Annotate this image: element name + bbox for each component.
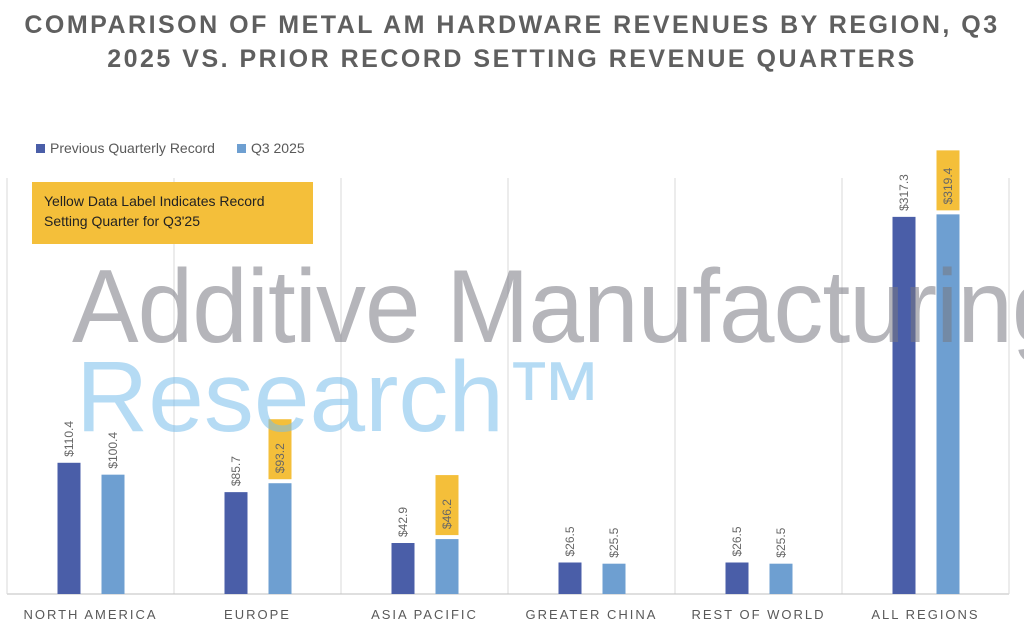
x-tick-label: NORTH AMERICA <box>23 607 157 622</box>
record-label-highlight <box>268 419 292 480</box>
bar <box>268 483 292 594</box>
data-label: $25.5 <box>607 527 621 557</box>
x-tick-label: ALL REGIONS <box>871 607 979 622</box>
bar <box>558 562 582 594</box>
record-label-highlight <box>936 150 960 211</box>
bar <box>101 474 125 594</box>
bar <box>602 563 626 594</box>
data-label: $100.4 <box>106 432 120 469</box>
bar <box>57 462 81 594</box>
legend: Previous Quarterly Record Q3 2025 <box>36 140 305 156</box>
annotation-box: Yellow Data Label Indicates Record Setti… <box>32 182 313 244</box>
data-label: $46.2 <box>440 499 454 529</box>
data-label: $317.3 <box>897 174 911 211</box>
bar <box>224 492 248 594</box>
data-label: $110.4 <box>62 421 76 457</box>
bar <box>936 214 960 594</box>
bar <box>725 562 749 594</box>
bar <box>892 216 916 595</box>
data-label: $26.5 <box>563 526 577 556</box>
data-label: $85.7 <box>229 456 243 486</box>
chart-title: COMPARISON OF METAL AM HARDWARE REVENUES… <box>24 11 1000 73</box>
legend-label: Q3 2025 <box>250 140 305 156</box>
legend-item: Q3 2025 <box>236 140 305 156</box>
record-label-highlight <box>435 475 459 536</box>
bar <box>769 563 793 594</box>
legend-label: Previous Quarterly Record <box>50 140 215 156</box>
bar <box>435 539 459 594</box>
x-tick-label: REST OF WORLD <box>691 607 825 622</box>
data-label: $25.5 <box>774 527 788 557</box>
watermark-line1: Additive Manufacturing <box>72 249 1024 365</box>
data-label: $26.5 <box>730 526 744 556</box>
legend-swatch <box>36 143 45 153</box>
x-tick-label: ASIA PACIFIC <box>371 607 478 622</box>
legend-item: Previous Quarterly Record <box>36 140 215 156</box>
data-label: $93.2 <box>273 443 287 473</box>
legend-swatch <box>236 143 246 153</box>
watermark-line2: Research™ <box>76 341 604 453</box>
bar <box>391 543 415 594</box>
data-label: $42.9 <box>396 507 410 537</box>
x-tick-label: GREATER CHINA <box>526 607 658 622</box>
data-label: $319.4 <box>941 167 955 204</box>
x-tick-label: EUROPE <box>224 607 291 622</box>
